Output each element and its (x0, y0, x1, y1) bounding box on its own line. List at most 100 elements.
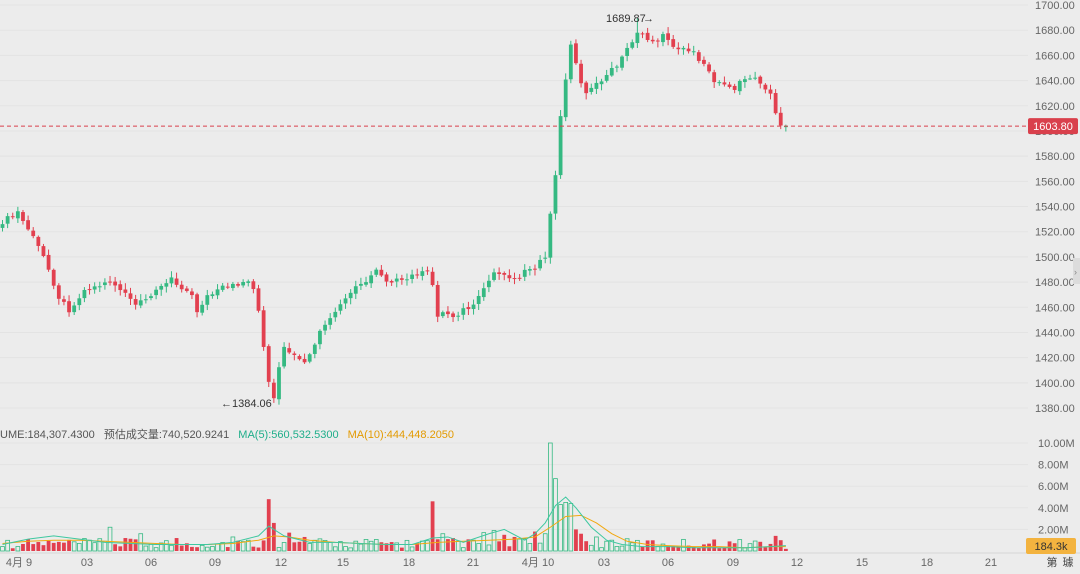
candle-body (492, 272, 496, 280)
candle-body (507, 275, 512, 279)
volume-bar (717, 548, 722, 551)
candle-body (446, 311, 450, 315)
time-tick-label: 21 (985, 557, 997, 569)
chevron-right-icon: › (1074, 267, 1077, 277)
volume-bar (297, 541, 302, 551)
candle-body (773, 93, 778, 114)
candle-body (763, 84, 768, 90)
low-arrow-icon: ← (221, 398, 232, 410)
volume-tick-label: 10.00M (1038, 438, 1075, 450)
candle-body (87, 289, 92, 291)
candle-body (251, 281, 256, 290)
volume-bar (332, 546, 338, 552)
volume-bar (31, 544, 36, 551)
candle-body (604, 75, 609, 81)
candle-body (661, 34, 665, 43)
volume-bar (240, 541, 246, 552)
candle-body (10, 216, 15, 218)
candle-body (118, 284, 123, 291)
candle-body (645, 32, 650, 40)
estimated-volume: 预估成交量:740,520.9241 (103, 429, 230, 441)
candle-body (200, 304, 205, 313)
volume-bar (660, 543, 666, 552)
volume-bar (773, 535, 778, 551)
candle-body (502, 272, 507, 275)
candle-body (312, 344, 317, 354)
candle-body (415, 274, 420, 276)
candle-body (282, 346, 286, 367)
volume-bar (691, 546, 696, 551)
candle-body (681, 47, 686, 50)
volume-bar (574, 529, 578, 551)
time-tick-label: 06 (145, 557, 157, 569)
volume-bar (491, 530, 497, 552)
candle-body (476, 295, 481, 304)
price-tick-label: 1380.00 (1035, 403, 1075, 415)
volume-bar (179, 545, 184, 551)
price-tick-label: 1400.00 (1035, 378, 1075, 390)
price-tick-label: 1540.00 (1035, 202, 1075, 214)
volume-bar (758, 541, 763, 551)
volume-bar (199, 544, 205, 552)
price-tick-label: 1480.00 (1035, 277, 1075, 289)
candle-body (210, 294, 215, 297)
collapse-handle[interactable]: › (1073, 258, 1080, 284)
volume-bar (256, 547, 261, 551)
candle-body (456, 315, 461, 317)
candle-body (722, 82, 727, 85)
volume-bar (287, 532, 292, 551)
volume-bar (686, 545, 691, 551)
candle-body (568, 44, 573, 80)
volume-bar (26, 539, 30, 551)
volume-bar (404, 539, 410, 552)
volume-bar (415, 543, 420, 551)
volume-bar (71, 541, 77, 552)
candle-body (389, 281, 394, 283)
volume-bar (158, 542, 164, 552)
volume-bar (302, 536, 307, 551)
time-tick-label: 12 (791, 557, 803, 569)
volume-bar (10, 548, 15, 551)
volume-bar (164, 540, 169, 552)
candle-body (231, 283, 235, 289)
candle-body (26, 220, 30, 230)
time-tick-label: 09 (727, 557, 739, 569)
candle-body (727, 84, 732, 87)
candle-body (405, 279, 409, 281)
candle-body (333, 311, 338, 318)
volume-bar (394, 542, 400, 552)
candle-body (359, 283, 363, 286)
candle-body (558, 116, 563, 176)
candle-body (236, 284, 240, 286)
candle-body (620, 56, 624, 68)
candle-body (548, 213, 553, 258)
volume-bar (629, 542, 635, 552)
high-label: 1689.87 (606, 13, 646, 25)
candle-body (702, 59, 706, 64)
candle-body (640, 33, 645, 35)
candle-body (179, 284, 184, 290)
candle-body (369, 275, 374, 284)
price-tick-label: 1420.00 (1035, 353, 1075, 365)
volume-bar (62, 542, 66, 551)
price-tick-label: 1580.00 (1035, 151, 1075, 163)
candle-body (768, 89, 773, 94)
time-tick-label: 12 (275, 557, 287, 569)
price-tick-label: 1520.00 (1035, 227, 1075, 239)
time-tick-label: 03 (81, 557, 93, 569)
volume-bar (368, 540, 374, 552)
volume-ma10-legend: MA(10):444,448.2050 (347, 429, 455, 441)
volume-bar (579, 533, 583, 551)
time-tick-label: 璩 (1063, 555, 1074, 569)
candle-body (113, 281, 118, 286)
volume-bar (204, 546, 210, 552)
volume-bar (563, 501, 568, 552)
volume-bar (251, 546, 256, 551)
volume-bar (343, 546, 348, 552)
candle-body (630, 42, 635, 48)
candle-body (67, 301, 71, 313)
volume-bar (558, 504, 563, 552)
volume-bar (276, 547, 282, 552)
time-tick-label: 03 (598, 557, 610, 569)
